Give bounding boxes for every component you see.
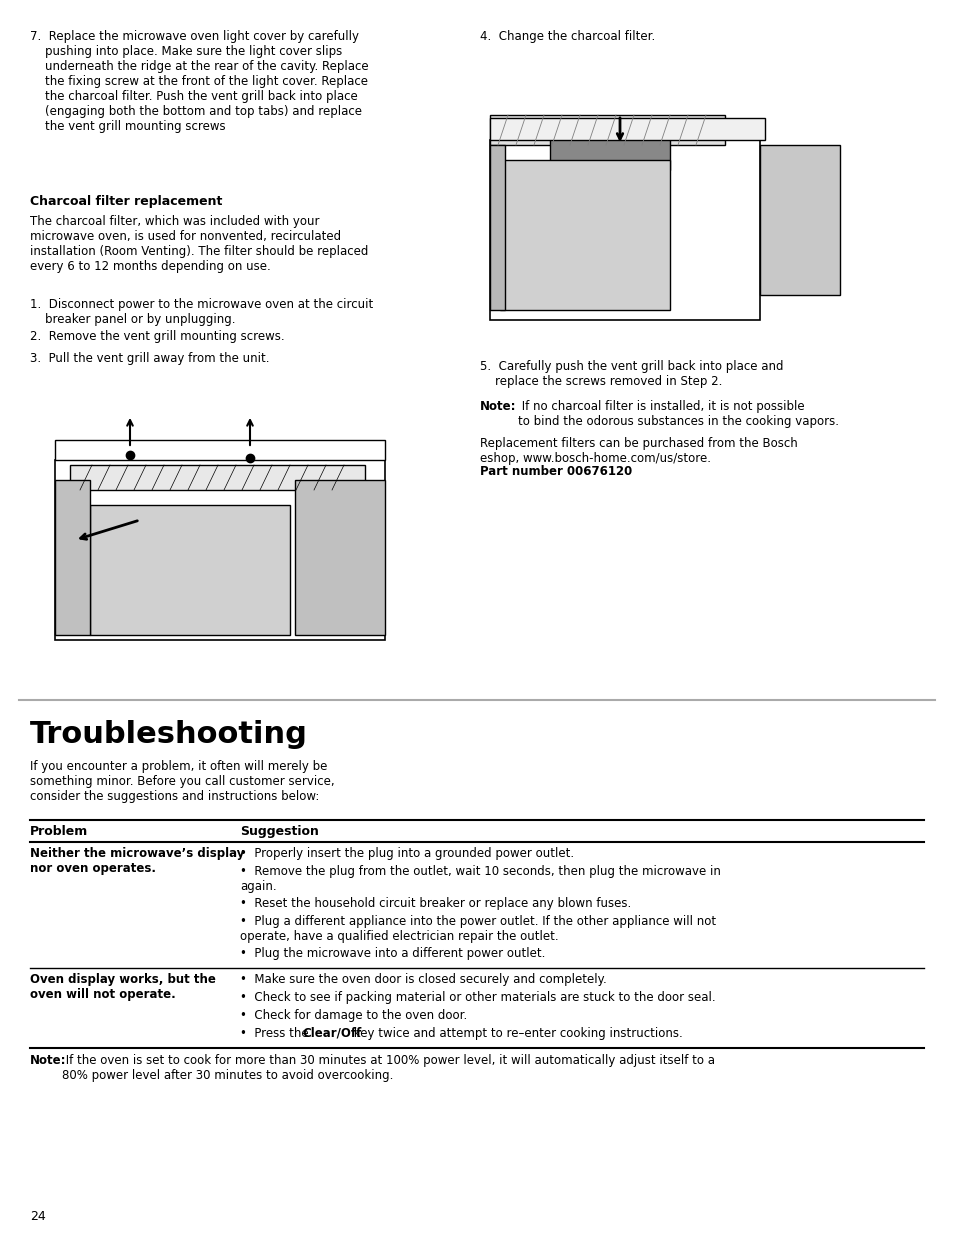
Text: Suggestion: Suggestion <box>240 825 318 839</box>
FancyBboxPatch shape <box>55 459 385 640</box>
Text: Note:: Note: <box>30 1053 67 1067</box>
FancyBboxPatch shape <box>55 440 385 459</box>
Text: Part number 00676120: Part number 00676120 <box>479 466 632 478</box>
Text: 7.  Replace the microwave oven light cover by carefully
    pushing into place. : 7. Replace the microwave oven light cove… <box>30 30 368 133</box>
FancyBboxPatch shape <box>490 115 724 144</box>
Text: 5.  Carefully push the vent grill back into place and
    replace the screws rem: 5. Carefully push the vent grill back in… <box>479 359 782 388</box>
Text: key twice and attempt to re–enter cooking instructions.: key twice and attempt to re–enter cookin… <box>350 1028 682 1040</box>
Text: Troubleshooting: Troubleshooting <box>30 720 308 748</box>
Text: •  Plug a different appliance into the power outlet. If the other appliance will: • Plug a different appliance into the po… <box>240 915 716 944</box>
Text: The charcoal filter, which was included with your
microwave oven, is used for no: The charcoal filter, which was included … <box>30 215 368 273</box>
FancyBboxPatch shape <box>55 480 90 635</box>
Text: Clear/Off: Clear/Off <box>302 1028 361 1040</box>
Text: •  Press the: • Press the <box>240 1028 312 1040</box>
Text: 24: 24 <box>30 1210 46 1223</box>
Text: nor oven operates.: nor oven operates. <box>30 862 156 876</box>
FancyBboxPatch shape <box>550 135 669 170</box>
Text: Note:: Note: <box>479 400 516 412</box>
Text: Neither the microwave’s display: Neither the microwave’s display <box>30 847 244 860</box>
FancyBboxPatch shape <box>294 480 385 635</box>
Text: Replacement filters can be purchased from the Bosch
eshop, www.bosch-home.com/us: Replacement filters can be purchased fro… <box>479 437 797 466</box>
Text: 2.  Remove the vent grill mounting screws.: 2. Remove the vent grill mounting screws… <box>30 330 284 343</box>
Text: oven will not operate.: oven will not operate. <box>30 988 175 1002</box>
Text: Charcoal filter replacement: Charcoal filter replacement <box>30 195 222 207</box>
FancyBboxPatch shape <box>490 119 764 140</box>
Text: •  Remove the plug from the outlet, wait 10 seconds, then plug the microwave in
: • Remove the plug from the outlet, wait … <box>240 864 720 893</box>
Text: •  Properly insert the plug into a grounded power outlet.: • Properly insert the plug into a ground… <box>240 847 574 860</box>
FancyBboxPatch shape <box>760 144 840 295</box>
Text: If no charcoal filter is installed, it is not possible
to bind the odorous subst: If no charcoal filter is installed, it i… <box>517 400 838 429</box>
Text: Problem: Problem <box>30 825 89 839</box>
Text: Oven display works, but the: Oven display works, but the <box>30 973 215 986</box>
Text: •  Make sure the oven door is closed securely and completely.: • Make sure the oven door is closed secu… <box>240 973 606 986</box>
Text: 4.  Change the charcoal filter.: 4. Change the charcoal filter. <box>479 30 655 43</box>
FancyBboxPatch shape <box>490 144 504 310</box>
Text: 3.  Pull the vent grill away from the unit.: 3. Pull the vent grill away from the uni… <box>30 352 269 366</box>
FancyBboxPatch shape <box>70 466 365 490</box>
Text: •  Reset the household circuit breaker or replace any blown fuses.: • Reset the household circuit breaker or… <box>240 897 631 910</box>
FancyBboxPatch shape <box>499 161 669 310</box>
Text: If you encounter a problem, it often will merely be
something minor. Before you : If you encounter a problem, it often wil… <box>30 760 335 803</box>
FancyBboxPatch shape <box>490 140 760 320</box>
FancyBboxPatch shape <box>90 505 290 635</box>
Text: 1.  Disconnect power to the microwave oven at the circuit
    breaker panel or b: 1. Disconnect power to the microwave ove… <box>30 298 373 326</box>
Text: •  Check for damage to the oven door.: • Check for damage to the oven door. <box>240 1009 467 1023</box>
Text: •  Plug the microwave into a different power outlet.: • Plug the microwave into a different po… <box>240 947 545 960</box>
Text: If the oven is set to cook for more than 30 minutes at 100% power level, it will: If the oven is set to cook for more than… <box>62 1053 714 1082</box>
Text: •  Check to see if packing material or other materials are stuck to the door sea: • Check to see if packing material or ot… <box>240 990 715 1004</box>
